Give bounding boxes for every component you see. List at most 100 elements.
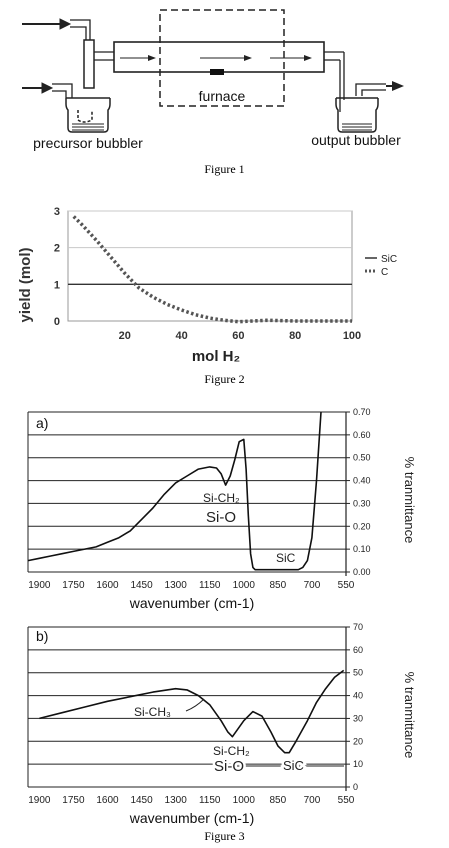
figure1-diagram: furnace precursor bubbler output bubbler	[0, 0, 449, 160]
y-tick-label: 0.20	[353, 521, 371, 531]
x-tick-label: 1000	[233, 795, 256, 806]
x-tick-labels: 1900 1750 1600 1450 1300 1150 1000 850 700 550	[28, 795, 355, 806]
outlet-piping	[324, 51, 386, 112]
x-tick-label: 100	[343, 330, 361, 342]
panel-label-b: b)	[36, 628, 48, 644]
x-axis-label: mol H₂	[192, 348, 240, 365]
x-tick-label: 850	[270, 795, 287, 806]
gridlines	[27, 411, 350, 576]
precursor-bubbler-label: precursor bubbler	[33, 135, 143, 151]
plot-area	[67, 210, 353, 322]
series-group	[68, 215, 352, 324]
x-tick-label: 1300	[165, 795, 188, 806]
y-tick-label: 30	[353, 713, 363, 723]
annotation-si-ch2: Si-CH₂	[203, 491, 240, 505]
x-tick-label: 550	[338, 795, 355, 806]
y-tick-labels: 0 10 20 30 40 50 60 70	[353, 622, 363, 792]
x-tick-label: 1900	[28, 795, 51, 806]
x-axis-label: wavenumber (cm-1)	[129, 595, 254, 611]
x-axis-label: wavenumber (cm-1)	[129, 810, 254, 826]
y-tick-label: 1	[54, 279, 60, 291]
gridlines	[27, 626, 350, 791]
series-group	[39, 669, 345, 754]
legend-label-sic: SiC	[381, 254, 397, 265]
x-tick-label: 700	[304, 580, 321, 591]
furnace-tube	[113, 41, 325, 75]
y-tick-label: 2	[54, 243, 60, 255]
y-tick-label: 60	[353, 645, 363, 655]
y-tick-label: 20	[353, 736, 363, 746]
x-tick-label: 700	[304, 795, 321, 806]
figure3-caption: Figure 3	[204, 829, 245, 843]
x-tick-label: 1300	[165, 580, 188, 591]
x-tick-labels: 20 40 60 80 100	[119, 330, 362, 342]
x-tick-label: 1600	[96, 795, 119, 806]
x-tick-label: 40	[175, 330, 187, 342]
annotation-si-ch2: Si-CH₂	[213, 744, 250, 758]
y-tick-label: 0.30	[353, 498, 371, 508]
outlet-arrow	[386, 81, 404, 91]
furnace-label: furnace	[199, 88, 246, 104]
figure3b-chart: 1900 1750 1600 1450 1300 1150 1000 850 700 550 0 1…	[0, 617, 449, 827]
x-tick-label: 1750	[62, 795, 85, 806]
figure1-caption: Figure 1	[204, 162, 245, 176]
y-tick-label: 40	[353, 691, 363, 701]
figure3a-chart: 1900 1750 1600 1450 1300 1150 1000 850 700 550 0.…	[0, 402, 449, 612]
figure2-chart: 20 40 60 80 100 0 1 2 3 yield (mol) mol H₂ SiC …	[0, 195, 449, 370]
furnace-box	[159, 9, 285, 107]
y-tick-label: 0	[353, 782, 358, 792]
spectrum-line	[39, 669, 345, 754]
ir-spectrum-a-svg: 1900 1750 1600 1450 1300 1150 1000 850 700 550 0.…	[27, 407, 417, 611]
y-tick-label: 0	[54, 316, 60, 328]
x-tick-label: 1150	[199, 580, 221, 591]
output-bubbler-vessel	[335, 97, 379, 133]
y-tick-label: 0.50	[353, 453, 371, 463]
x-tick-label: 1000	[233, 580, 256, 591]
y-tick-labels: 0.00 0.10 0.20 0.30 0.40 0.50 0.60 0.70	[353, 407, 371, 577]
inlet-piping	[52, 19, 114, 98]
ir-spectrum-b-svg: 1900 1750 1600 1450 1300 1150 1000 850 700 550 0 1…	[27, 622, 417, 826]
yield-chart-svg: 20 40 60 80 100 0 1 2 3 yield (mol) mol H₂ SiC …	[17, 206, 397, 365]
x-tick-label: 1450	[130, 580, 153, 591]
annotation-si-o: Si-O	[206, 509, 236, 526]
legend: SiC C	[365, 254, 397, 278]
x-tick-label: 1450	[130, 795, 153, 806]
inlet-arrow-top	[22, 18, 72, 30]
x-tick-label: 1900	[28, 580, 51, 591]
y-axis-label: % tranmittance	[402, 457, 417, 544]
x-tick-label: 550	[338, 580, 355, 591]
precursor-bubbler-vessel	[65, 97, 111, 133]
annotation-sic: SiC	[276, 551, 296, 565]
y-tick-label: 50	[353, 668, 363, 678]
annotation-si-ch3-arrow	[185, 698, 205, 712]
y-tick-labels: 0 1 2 3	[54, 206, 60, 328]
y-tick-label: 0.10	[353, 544, 371, 554]
y-tick-label: 0.40	[353, 476, 371, 486]
y-axis-label: yield (mol)	[17, 247, 34, 322]
panel-label-a: a)	[36, 415, 48, 431]
y-tick-label: 0.60	[353, 430, 371, 440]
y-tick-label: 0.00	[353, 567, 371, 577]
apparatus-svg: furnace precursor bubbler output bubbler	[22, 9, 404, 151]
x-tick-label: 1150	[199, 795, 221, 806]
annotation-si-ch3: Si-CH₃	[134, 705, 171, 719]
x-tick-label: 1750	[62, 580, 85, 591]
x-tick-label: 1600	[96, 580, 119, 591]
x-tick-label: 20	[119, 330, 131, 342]
y-tick-label: 70	[353, 622, 363, 632]
y-tick-label: 10	[353, 759, 363, 769]
y-tick-label: 3	[54, 206, 60, 218]
spectrum-line	[27, 411, 322, 571]
annotation-si-o: Si-O	[214, 758, 244, 775]
inlet-arrow-bottom	[22, 82, 54, 94]
series-group	[27, 411, 322, 571]
x-tick-label: 80	[289, 330, 301, 342]
x-tick-labels: 1900 1750 1600 1450 1300 1150 1000 850 700 550	[28, 580, 355, 591]
y-axis-label: % tranmittance	[402, 672, 417, 759]
output-bubbler-label: output bubbler	[311, 132, 401, 148]
annotation-sic: SiC	[283, 758, 304, 773]
legend-label-c: C	[381, 267, 388, 278]
y-tick-label: 0.70	[353, 407, 371, 417]
x-tick-label: 60	[232, 330, 244, 342]
figure2-caption: Figure 2	[204, 372, 245, 386]
